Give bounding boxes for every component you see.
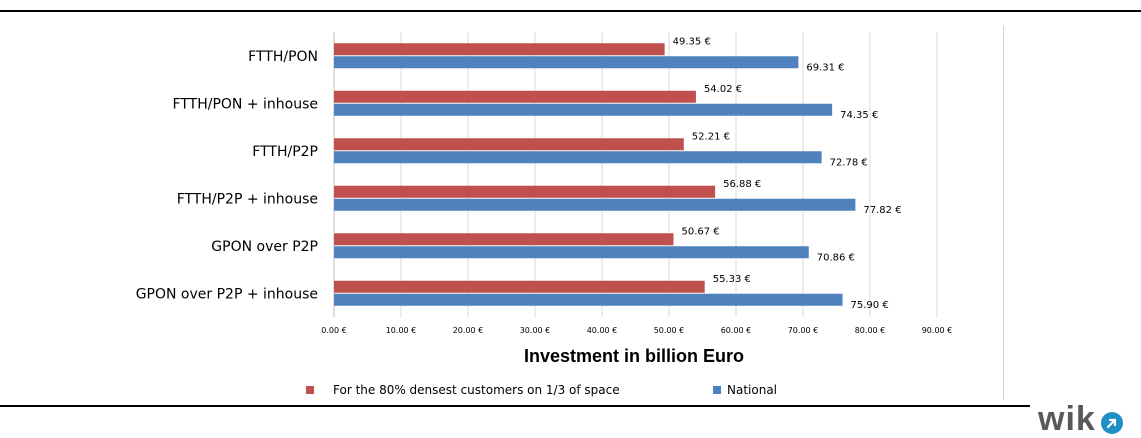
bar — [334, 293, 843, 306]
data-label: 49.35 € — [673, 36, 711, 47]
arrow-circle-icon — [1100, 412, 1123, 434]
data-label: 77.82 € — [863, 205, 901, 216]
data-label: 74.35 € — [840, 110, 878, 121]
right-divider — [1003, 26, 1004, 400]
x-tick-label: 20.00 € — [453, 326, 484, 335]
wik-logo-text: wik — [1038, 400, 1096, 438]
data-label: 55.33 € — [713, 274, 751, 285]
legend-label-national: National — [727, 383, 778, 397]
category-label: GPON over P2P — [211, 239, 318, 255]
x-tick-label: 60.00 € — [721, 326, 752, 335]
bar — [334, 185, 716, 198]
bar-chart: 49.35 € 69.31 € 54.02 € 74.35 € 52.21 € 72.78… — [136, 32, 952, 366]
category-label: FTTH/P2P — [252, 144, 318, 160]
category-label: FTTH/P2P + inhouse — [177, 191, 318, 207]
data-label: 70.86 € — [817, 252, 855, 263]
chart-tick-labels: 0.00 € 10.00 € 20.00 € 30.00 € 40.00 € 50.00 … — [321, 326, 952, 335]
bar — [334, 90, 696, 103]
bar — [334, 138, 684, 151]
data-label: 56.88 € — [723, 179, 761, 190]
bar — [334, 56, 799, 69]
data-label: 50.67 € — [681, 226, 719, 237]
legend-swatch-national — [713, 386, 721, 394]
x-tick-label: 90.00 € — [922, 326, 953, 335]
legend-swatch-dense — [306, 386, 314, 394]
bar — [334, 246, 809, 259]
data-label: 69.31 € — [806, 62, 844, 73]
legend-item-national: National — [713, 383, 777, 397]
category-label: FTTH/PON — [248, 49, 318, 65]
wik-logo: wik — [1038, 402, 1123, 436]
data-label: 75.90 € — [851, 300, 889, 311]
x-tick-label: 70.00 € — [788, 326, 819, 335]
chart-data-labels: 49.35 € 69.31 € 54.02 € 74.35 € 52.21 € 72.78… — [673, 36, 902, 311]
bar — [334, 233, 674, 246]
bar — [334, 103, 833, 116]
bar — [334, 280, 705, 293]
bottom-rule — [0, 405, 1030, 407]
data-label: 52.21 € — [692, 131, 730, 142]
bar — [334, 198, 856, 211]
category-label: FTTH/PON + inhouse — [173, 96, 318, 112]
legend-item-dense: For the 80% densest customers on 1/3 of … — [306, 383, 620, 397]
legend-label-dense: For the 80% densest customers on 1/3 of … — [333, 383, 620, 397]
x-tick-label: 80.00 € — [855, 326, 886, 335]
x-tick-label: 50.00 € — [654, 326, 685, 335]
data-label: 54.02 € — [704, 84, 742, 95]
top-rule — [0, 10, 1141, 12]
bar — [334, 43, 665, 56]
bar — [334, 151, 822, 164]
x-tick-label: 40.00 € — [587, 326, 618, 335]
x-tick-label: 0.00 € — [321, 326, 346, 335]
chart-category-labels: FTTH/PON FTTH/PON + inhouse FTTH/P2P FTTH/P… — [136, 49, 318, 303]
x-axis-title: Investment in billion Euro — [524, 346, 744, 366]
category-label: GPON over P2P + inhouse — [136, 286, 318, 302]
x-tick-label: 10.00 € — [386, 326, 417, 335]
chart-bars — [334, 43, 856, 306]
chart-grid — [333, 32, 938, 317]
data-label: 72.78 € — [830, 157, 868, 168]
x-tick-label: 30.00 € — [520, 326, 551, 335]
